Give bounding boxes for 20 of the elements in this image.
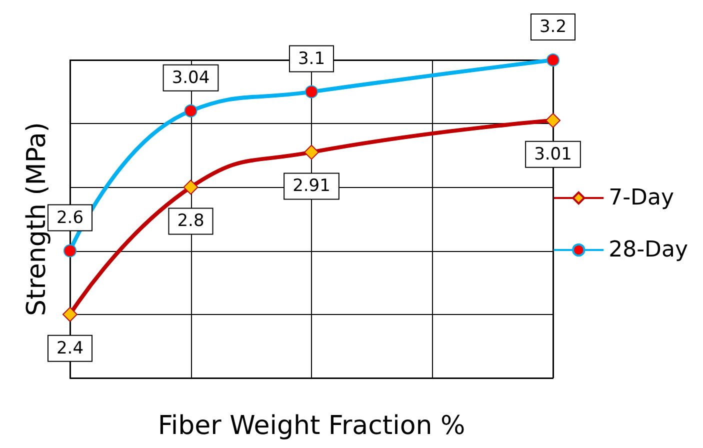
data-label: 3.2 — [539, 17, 567, 37]
x-axis-title: Fiber Weight Fraction % — [158, 411, 466, 441]
data-label: 2.91 — [292, 176, 330, 196]
point — [305, 85, 318, 98]
data-label: 2.8 — [177, 211, 204, 232]
data-label: 2.6 — [56, 208, 84, 228]
data-label: 3.04 — [172, 68, 210, 88]
data-label: 3.01 — [534, 144, 572, 164]
point — [62, 306, 78, 322]
point — [184, 104, 198, 118]
data-label: 3.1 — [298, 48, 326, 69]
point — [546, 54, 560, 66]
point — [304, 144, 319, 160]
point — [64, 244, 76, 258]
legend-label: 28-Day — [608, 238, 688, 262]
y-axis-title: Strength (MPa) — [22, 122, 52, 316]
data-label: 2.4 — [56, 338, 84, 358]
point — [183, 180, 198, 195]
legend-label: 7-Day — [608, 186, 674, 210]
point — [546, 112, 560, 128]
